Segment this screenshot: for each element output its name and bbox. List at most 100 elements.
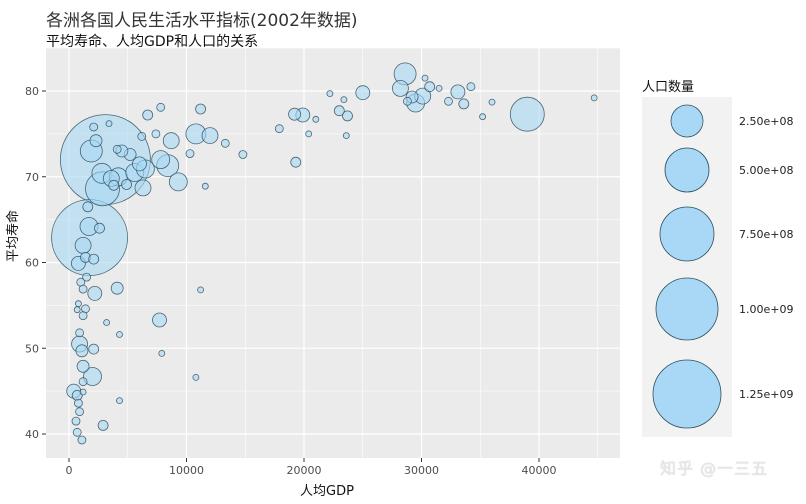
bubble (152, 312, 167, 328)
bubble (312, 115, 320, 123)
bubble (466, 82, 476, 92)
x-tick-label: 40000 (522, 464, 557, 477)
bubble (88, 343, 100, 355)
bubble (79, 388, 87, 396)
y-tick-label: 60 (25, 257, 39, 270)
bubble (185, 149, 195, 159)
y-tick-label: 80 (25, 85, 39, 98)
bubble (78, 311, 88, 321)
watermark: 知乎 @一三五 (660, 459, 769, 478)
bubble (156, 102, 166, 112)
bubble (162, 132, 180, 150)
bubble (88, 253, 100, 265)
bubble (77, 435, 87, 445)
x-tick-label: 30000 (404, 464, 439, 477)
bubble (108, 179, 120, 191)
bubble (342, 132, 350, 140)
bubble (168, 172, 188, 192)
bubble (355, 85, 371, 101)
legend-circle (655, 277, 719, 341)
bubble (340, 96, 348, 103)
legend-circle (659, 206, 715, 262)
bubble (142, 109, 154, 121)
legend-label-3: 7.50e+08 (739, 228, 794, 241)
bubble (75, 344, 89, 358)
chart-title: 各洲各国人民生活水平指标(2002年数据) (46, 11, 358, 31)
bubble (97, 419, 109, 431)
bubble (83, 367, 102, 386)
bubble (75, 407, 84, 417)
bubble (94, 222, 105, 234)
bubble (134, 179, 152, 197)
x-tick-label: 0 (66, 464, 73, 477)
legend-label-2: 5.00e+08 (739, 164, 794, 177)
bubbles (51, 62, 598, 445)
y-tick-label: 70 (25, 171, 39, 184)
bubble (195, 103, 207, 115)
legend-circle (670, 104, 704, 138)
bubble (105, 120, 113, 127)
bubble (158, 349, 166, 357)
bubble (116, 331, 123, 338)
bubble (421, 74, 429, 82)
bubble (74, 236, 92, 254)
legend-circles (642, 97, 732, 437)
bubble (75, 300, 82, 308)
bubble (121, 179, 132, 190)
bubble (402, 96, 412, 106)
y-tick-label: 50 (25, 342, 39, 355)
y-axis-label: 平均寿命 (6, 209, 21, 262)
bubble (290, 156, 302, 168)
bubble (424, 81, 436, 93)
legend-circle (652, 359, 722, 429)
bubble (78, 284, 88, 294)
x-tick-label: 20000 (287, 464, 322, 477)
chart-subtitle: 平均寿命、人均GDP和人口的关系 (46, 34, 259, 50)
bubble (590, 94, 598, 102)
bubble (82, 201, 94, 213)
bubble (82, 272, 91, 282)
y-tick-label: 40 (25, 428, 39, 441)
bubble (76, 359, 90, 373)
x-tick-label: 10000 (169, 464, 204, 477)
bubble (274, 124, 284, 134)
bubble (197, 286, 205, 294)
bubble (110, 281, 124, 295)
bubble (71, 416, 81, 426)
bubble (450, 84, 466, 100)
bubble (74, 398, 83, 408)
bubble (112, 144, 122, 154)
bubble (435, 85, 443, 92)
bubble (192, 373, 200, 381)
bubble (238, 150, 248, 159)
bubble (288, 107, 302, 121)
bubble (326, 90, 334, 97)
legend-label-4: 1.00e+09 (739, 303, 794, 316)
bubble (151, 150, 171, 170)
bubble (391, 80, 409, 97)
bubble (75, 328, 84, 338)
bubble (333, 105, 345, 117)
bubble (201, 127, 219, 145)
bubble (220, 138, 230, 148)
legend-title: 人口数量 (642, 80, 695, 95)
bubble (151, 129, 161, 139)
axes: 0 10000 20000 30000 40000 40 50 60 70 80 (25, 85, 557, 477)
bubble (89, 122, 99, 132)
bubble (342, 110, 353, 122)
bubble (73, 306, 81, 314)
x-axis-label: 人均GDP (300, 484, 354, 499)
legend-circle (664, 147, 710, 193)
bubble (479, 113, 487, 121)
bubble (488, 98, 496, 106)
bubble (87, 285, 103, 301)
bubble (72, 427, 82, 437)
legend-label-1: 2.50e+08 (739, 115, 794, 128)
bubble (78, 377, 88, 387)
bubble (137, 131, 147, 141)
bubble (305, 130, 313, 138)
bubble (444, 96, 453, 106)
bubble (509, 96, 545, 132)
bubble (89, 134, 103, 148)
